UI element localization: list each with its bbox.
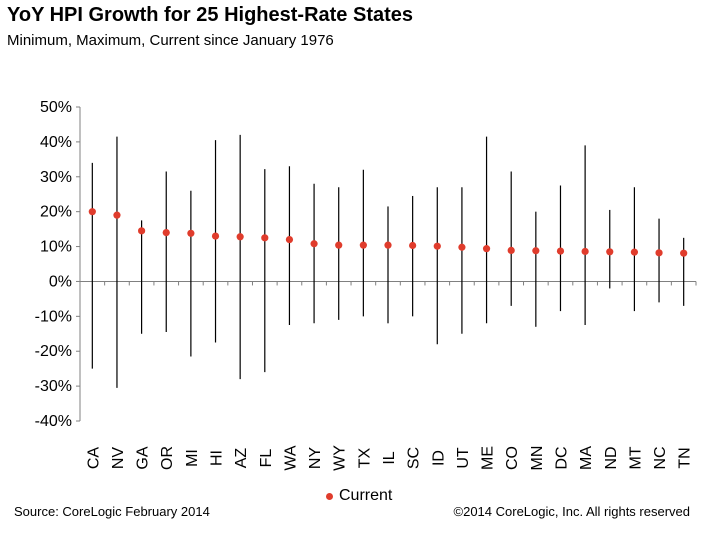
copyright-note: ©2014 CoreLogic, Inc. All rights reserve… [453,504,690,519]
current-point [581,247,589,256]
x-tick-label: CO [504,446,521,470]
current-point [433,242,441,250]
x-tick-label: UT [455,447,472,469]
current-point [458,243,466,251]
current-point [187,229,195,237]
current-point [359,241,367,249]
chart-title: YoY HPI Growth for 25 Highest-Rate State… [7,4,414,26]
x-tick-label: TN [677,447,694,468]
x-tick-label: HI [209,450,226,466]
current-point [507,246,515,254]
x-tick-label: OR [159,446,176,470]
current-point [409,241,417,250]
x-tick-label: AZ [233,448,250,469]
current-point [335,241,343,249]
x-tick-label: IL [381,451,398,464]
current-point [655,249,663,257]
x-tick-label: NV [110,447,127,470]
current-point [236,233,244,241]
x-tick-label: CA [85,447,102,470]
x-tick-label: ID [430,450,447,466]
x-tick-label: WY [332,445,349,471]
chart-subtitle: Minimum, Maximum, Current since January … [7,32,334,49]
x-tick-label: NY [307,447,324,470]
source-note: Source: CoreLogic February 2014 [14,504,210,519]
y-tick-label: 30% [40,169,72,186]
current-point [556,247,565,255]
y-tick-label: -40% [35,413,72,430]
current-point [630,248,639,256]
y-tick-label: 10% [40,239,72,256]
current-point [261,234,269,242]
current-point [88,208,96,216]
x-tick-label: MT [627,446,644,469]
y-tick-label: -30% [35,378,72,395]
current-point [310,240,318,248]
x-tick-label: WA [282,445,299,471]
y-tick-label: 20% [40,204,72,221]
y-tick-label: 40% [40,134,72,151]
legend-current-label: Current [339,487,393,504]
x-tick-label: ND [603,446,620,469]
x-tick-label: NC [652,446,669,469]
current-point [606,248,614,256]
x-tick-label: GA [135,446,152,469]
y-tick-label: 50% [40,99,72,116]
x-tick-label: TX [356,447,373,468]
y-tick-label: -20% [35,343,72,360]
x-tick-label: ME [480,446,497,470]
current-point [680,249,688,257]
x-tick-label: MI [184,449,201,467]
legend-current-marker [326,492,333,500]
legend: Current [326,487,392,505]
current-point [285,235,294,244]
x-tick-label: MN [529,446,546,471]
current-point [384,241,392,249]
x-tick-label: SC [406,447,423,469]
current-point [113,211,121,219]
current-point [482,245,491,253]
x-tick-label: DC [553,446,570,469]
x-tick-label: FL [258,449,275,468]
current-point [162,229,170,237]
x-tick-label: MA [578,446,595,470]
current-point [532,247,540,255]
y-tick-label: -10% [35,308,72,325]
current-point [138,227,146,235]
y-tick-label: 0% [49,273,72,290]
current-point [211,232,220,240]
